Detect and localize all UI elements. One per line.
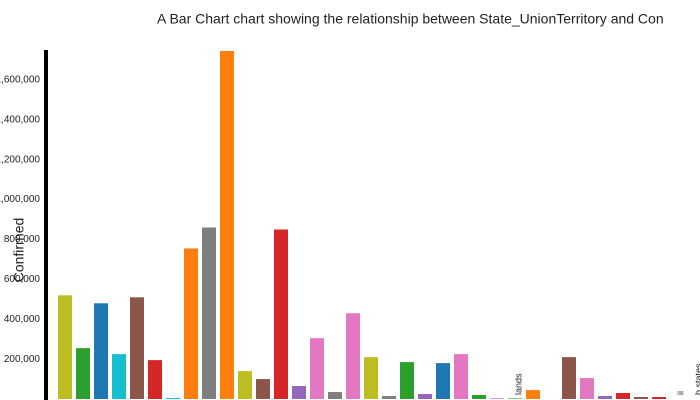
bar (562, 357, 576, 399)
bar (616, 393, 630, 399)
bar (184, 248, 198, 399)
bar (202, 227, 216, 399)
y-tick-label: 600,000 (4, 274, 41, 285)
bar (130, 297, 144, 399)
bar (364, 357, 378, 399)
annotation: b states (693, 363, 700, 395)
bar (310, 338, 324, 399)
y-tick-label: 200,000 (4, 354, 41, 365)
annotation: lands (513, 373, 523, 395)
bar (634, 397, 648, 399)
bar (94, 303, 108, 399)
bar (328, 392, 342, 399)
y-axis-label: Confirmed (11, 218, 27, 283)
bar (652, 397, 666, 399)
bar (238, 371, 252, 399)
bar (400, 362, 414, 399)
bar (526, 390, 540, 399)
bar (274, 229, 288, 399)
y-tick-label: 800,000 (4, 234, 41, 245)
y-tick-label: 1,000,000 (0, 194, 40, 205)
chart-title: A Bar Chart chart showing the relationsh… (157, 11, 664, 27)
y-tick-label: 1,200,000 (0, 154, 40, 165)
bar (76, 348, 90, 399)
bar (508, 398, 522, 399)
bar (166, 398, 180, 399)
y-tick-label: 400,000 (4, 314, 41, 325)
bar (382, 396, 396, 399)
bar (148, 360, 162, 399)
bar (490, 398, 504, 399)
bar (112, 354, 126, 399)
y-tick-label: 1,400,000 (0, 114, 40, 125)
bar (580, 378, 594, 399)
bar (58, 295, 72, 399)
bar (454, 354, 468, 399)
bar (436, 363, 450, 399)
annotation: ii (675, 391, 685, 395)
bar (418, 394, 432, 399)
bar (598, 396, 612, 399)
bar (346, 313, 360, 399)
bar (292, 386, 306, 399)
bar (220, 50, 234, 400)
bar (472, 395, 486, 399)
y-tick-label: 1,600,000 (0, 75, 40, 86)
bar (256, 379, 270, 399)
